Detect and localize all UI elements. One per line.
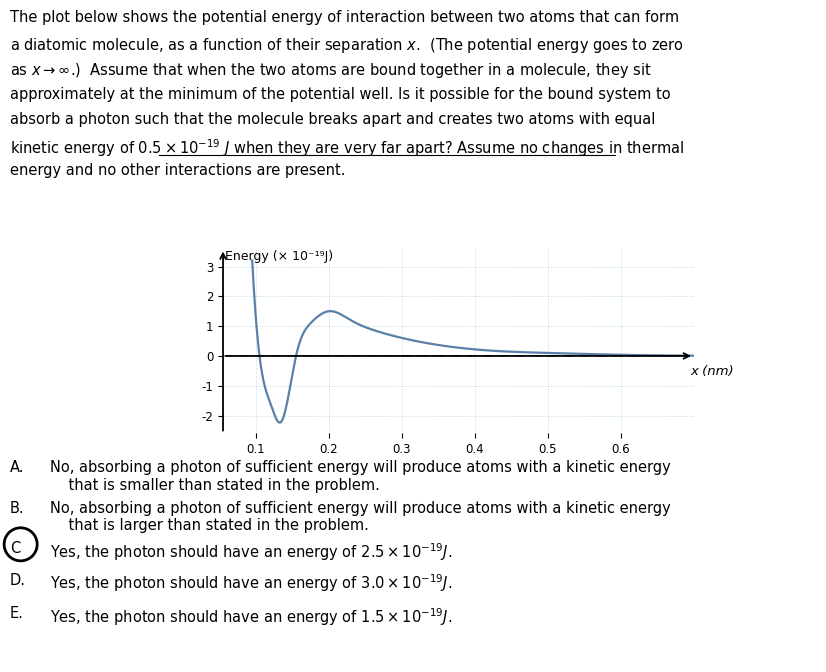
Text: No, absorbing a photon of sufficient energy will produce atoms with a kinetic en: No, absorbing a photon of sufficient ene… xyxy=(50,460,671,493)
Text: The plot below shows the potential energy of interaction between two atoms that : The plot below shows the potential energ… xyxy=(10,10,679,25)
Text: E.: E. xyxy=(10,606,24,621)
Text: absorb a photon such that the molecule breaks apart and creates two atoms with e: absorb a photon such that the molecule b… xyxy=(10,112,655,127)
Text: Energy (× 10⁻¹⁹J): Energy (× 10⁻¹⁹J) xyxy=(225,250,334,263)
Text: approximately at the minimum of the potential well. Is it possible for the bound: approximately at the minimum of the pote… xyxy=(10,87,671,101)
Text: No, absorbing a photon of sufficient energy will produce atoms with a kinetic en: No, absorbing a photon of sufficient ene… xyxy=(50,501,671,533)
Text: A.: A. xyxy=(10,460,25,475)
Text: kinetic energy of $0.5 \times 10^{-19}$ $J$ when they are very far apart? Assume: kinetic energy of $0.5 \times 10^{-19}$ … xyxy=(10,138,684,159)
Text: B.: B. xyxy=(10,501,25,515)
Text: x (nm): x (nm) xyxy=(691,365,733,378)
Text: as $x \rightarrow \infty$.)  Assume that when the two atoms are bound together i: as $x \rightarrow \infty$.) Assume that … xyxy=(10,61,652,80)
Text: energy and no other interactions are present.: energy and no other interactions are pre… xyxy=(10,163,345,178)
Text: Yes, the photon should have an energy of $2.5 \times 10^{-19}$$J$.: Yes, the photon should have an energy of… xyxy=(50,541,452,562)
Text: D.: D. xyxy=(10,573,26,587)
Text: Yes, the photon should have an energy of $3.0 \times 10^{-19}$$J$.: Yes, the photon should have an energy of… xyxy=(50,573,452,594)
Text: a diatomic molecule, as a function of their separation $x$.  (The potential ener: a diatomic molecule, as a function of th… xyxy=(10,36,684,54)
Text: C: C xyxy=(10,541,20,556)
Text: Yes, the photon should have an energy of $1.5 \times 10^{-19}$$J$.: Yes, the photon should have an energy of… xyxy=(50,606,452,628)
